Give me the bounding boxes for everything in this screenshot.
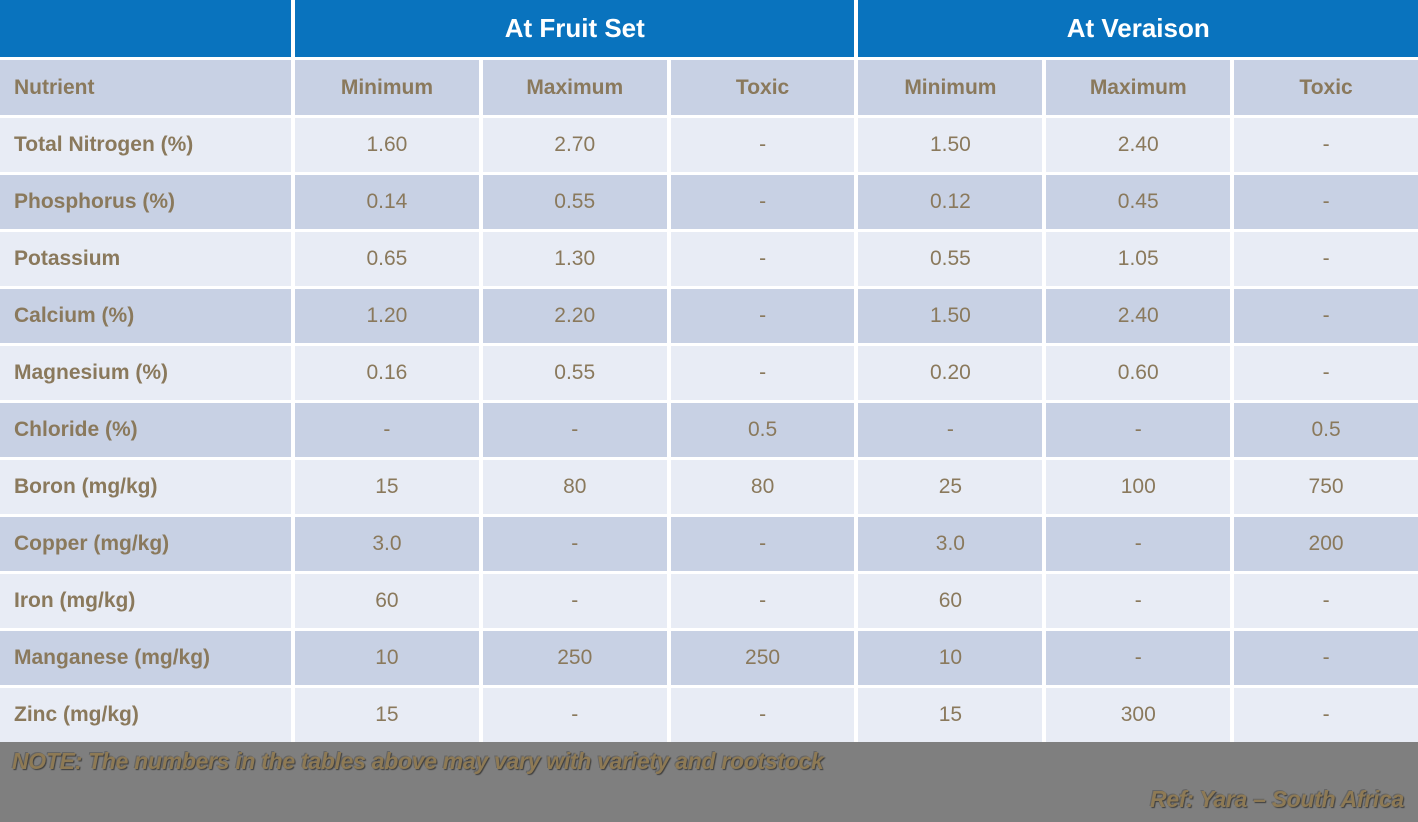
- value-cell: 1.20: [295, 289, 479, 343]
- nutrient-cell: Manganese (mg/kg): [0, 631, 291, 685]
- footer-bar: NOTE: The numbers in the tables above ma…: [0, 742, 1418, 822]
- value-cell: 0.20: [858, 346, 1043, 400]
- value-cell: 0.45: [1046, 175, 1231, 229]
- group-header-fruit-set: At Fruit Set: [295, 0, 855, 57]
- value-cell: 300: [1046, 688, 1231, 742]
- value-cell: 200: [1234, 517, 1418, 571]
- nutrient-cell: Chloride (%): [0, 403, 291, 457]
- nutrient-cell: Calcium (%): [0, 289, 291, 343]
- value-cell: -: [1234, 574, 1418, 628]
- value-cell: -: [670, 517, 855, 571]
- value-cell: -: [482, 688, 667, 742]
- value-cell: 0.14: [295, 175, 479, 229]
- value-cell: -: [1234, 118, 1418, 172]
- value-cell: -: [482, 517, 667, 571]
- value-cell: 2.40: [1046, 118, 1231, 172]
- value-cell: -: [1234, 688, 1418, 742]
- column-header-toxic-fs: Toxic: [670, 60, 855, 115]
- value-cell: 2.70: [482, 118, 667, 172]
- column-header-nutrient: Nutrient: [0, 60, 291, 115]
- column-header-toxic-vr: Toxic: [1234, 60, 1418, 115]
- value-cell: 15: [295, 460, 479, 514]
- value-cell: 250: [482, 631, 667, 685]
- value-cell: 0.55: [482, 346, 667, 400]
- nutrient-cell: Magnesium (%): [0, 346, 291, 400]
- value-cell: -: [670, 346, 855, 400]
- value-cell: 10: [295, 631, 479, 685]
- value-cell: -: [670, 175, 855, 229]
- nutrient-cell: Boron (mg/kg): [0, 460, 291, 514]
- value-cell: -: [1046, 574, 1231, 628]
- value-cell: 1.50: [858, 289, 1043, 343]
- value-cell: 15: [295, 688, 479, 742]
- value-cell: 0.12: [858, 175, 1043, 229]
- value-cell: 1.60: [295, 118, 479, 172]
- value-cell: 15: [858, 688, 1043, 742]
- value-cell: 750: [1234, 460, 1418, 514]
- nutrient-cell: Total Nitrogen (%): [0, 118, 291, 172]
- value-cell: 100: [1046, 460, 1231, 514]
- value-cell: -: [1234, 175, 1418, 229]
- nutrient-cell: Copper (mg/kg): [0, 517, 291, 571]
- value-cell: -: [858, 403, 1043, 457]
- value-cell: 10: [858, 631, 1043, 685]
- value-cell: -: [1046, 517, 1231, 571]
- value-cell: 60: [295, 574, 479, 628]
- value-cell: 0.5: [1234, 403, 1418, 457]
- value-cell: -: [1046, 631, 1231, 685]
- value-cell: 0.65: [295, 232, 479, 286]
- value-cell: 0.16: [295, 346, 479, 400]
- value-cell: -: [1234, 631, 1418, 685]
- value-cell: 25: [858, 460, 1043, 514]
- value-cell: -: [1046, 403, 1231, 457]
- value-cell: 1.30: [482, 232, 667, 286]
- value-cell: 3.0: [295, 517, 479, 571]
- nutrient-cell: Zinc (mg/kg): [0, 688, 291, 742]
- value-cell: -: [670, 232, 855, 286]
- value-cell: -: [670, 289, 855, 343]
- group-header-veraison: At Veraison: [858, 0, 1418, 57]
- corner-cell: [0, 0, 291, 57]
- value-cell: 0.60: [1046, 346, 1231, 400]
- value-cell: -: [670, 688, 855, 742]
- nutrient-cell: Potassium: [0, 232, 291, 286]
- nutrient-cell: Iron (mg/kg): [0, 574, 291, 628]
- value-cell: 0.55: [482, 175, 667, 229]
- value-cell: 2.40: [1046, 289, 1231, 343]
- value-cell: 60: [858, 574, 1043, 628]
- value-cell: 80: [482, 460, 667, 514]
- value-cell: -: [1234, 289, 1418, 343]
- value-cell: -: [295, 403, 479, 457]
- value-cell: -: [670, 118, 855, 172]
- value-cell: -: [1234, 346, 1418, 400]
- column-header-maximum-fs: Maximum: [482, 60, 667, 115]
- column-header-minimum-fs: Minimum: [295, 60, 479, 115]
- value-cell: 2.20: [482, 289, 667, 343]
- value-cell: -: [482, 574, 667, 628]
- column-header-minimum-vr: Minimum: [858, 60, 1043, 115]
- value-cell: 3.0: [858, 517, 1043, 571]
- column-header-maximum-vr: Maximum: [1046, 60, 1231, 115]
- value-cell: 0.55: [858, 232, 1043, 286]
- value-cell: 0.5: [670, 403, 855, 457]
- note-text: NOTE: The numbers in the tables above ma…: [12, 748, 824, 774]
- nutrient-table: At Fruit Set At Veraison Nutrient Minimu…: [0, 0, 1418, 742]
- value-cell: 80: [670, 460, 855, 514]
- value-cell: -: [670, 574, 855, 628]
- value-cell: 250: [670, 631, 855, 685]
- value-cell: 1.50: [858, 118, 1043, 172]
- value-cell: -: [482, 403, 667, 457]
- value-cell: 1.05: [1046, 232, 1231, 286]
- nutrient-cell: Phosphorus (%): [0, 175, 291, 229]
- value-cell: -: [1234, 232, 1418, 286]
- ref-text: Ref: Yara – South Africa: [1150, 786, 1404, 812]
